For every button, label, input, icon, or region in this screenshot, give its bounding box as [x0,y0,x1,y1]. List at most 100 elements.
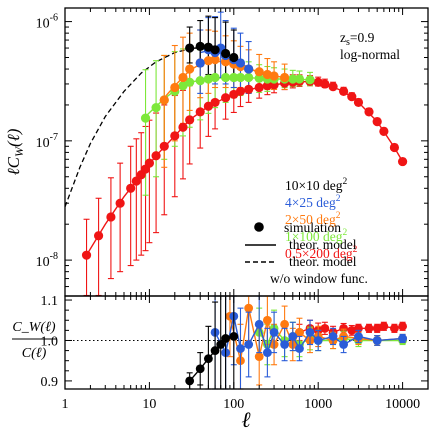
ratio-point [244,303,254,313]
ratio-point [305,327,315,337]
legend-entry-sup: 2 [353,245,358,255]
legend-entry-name: 2×50 deg [285,212,336,227]
top-axes: 10-810-710-6 [36,13,428,297]
x-tick-label: 100 [223,397,244,412]
bottom-panel-frame [64,295,429,390]
ratio-point [398,321,407,331]
legend-window-note: w/o window func. [270,271,368,286]
data-point [235,86,246,96]
ratio-numerator: C_W(ℓ) [12,320,55,335]
data-point [185,64,195,74]
data-point [210,72,220,83]
data-point [254,82,264,93]
data-point [195,41,205,51]
y-tick-mantissa: 10 [36,136,50,151]
data-point [339,86,349,96]
data-point [229,52,239,63]
ratio-point [280,340,290,349]
data-point [397,156,408,167]
annotation-z: z [340,30,346,45]
x-tick-label: 1 [62,397,69,412]
x-axis-label: ℓ [241,407,251,432]
data-point [178,72,188,83]
top-data-layer [64,11,408,297]
data-point [389,142,400,153]
style-legend: simulation theor. model theor. model w/o wi… [245,220,368,286]
ratio-point [398,334,407,343]
data-point [126,183,136,193]
data-point [221,57,231,67]
x-tick-label: 10000 [385,397,420,412]
ratio-point [195,364,205,374]
ratio-point [210,346,220,355]
top-y-axis-label: ℓCW(ℓ) [4,128,26,175]
ratio-point [372,336,382,345]
legend-entry-0: 10×10 deg2 [285,177,347,193]
x-axis: 1 10 100 1000 10000 [62,8,429,412]
ratio-denominator: C(ℓ) [22,346,47,361]
model-solid-curve-4 [85,80,404,256]
data-point [140,113,151,123]
data-point [221,72,231,83]
ratio-point [328,332,338,341]
ratio-tick-label: 1.1 [41,294,59,309]
ratio-tick-label: 1.0 [41,334,59,349]
data-point [170,82,180,93]
top-series-markers-0 [185,41,239,63]
legend-entry-sup: 2 [336,194,341,204]
top-panel: 10-810-710-6 [36,7,429,297]
data-point [328,82,338,92]
legend-entry-sup: 2 [342,228,347,238]
legend-dashed-label: theor. model [289,254,357,269]
data-point [305,75,315,85]
x-tick-label: 1000 [304,397,332,412]
data-point [269,71,279,81]
data-point [235,72,246,83]
data-point [320,79,330,89]
data-point [244,84,254,95]
data-point [353,97,364,108]
legend-entry-name: 1×100 deg [285,229,343,244]
data-point [195,107,205,117]
ylabel-sub: W [12,146,26,157]
ratio-point [364,323,374,333]
data-point [229,72,239,83]
annotation-block: zs=0.9 log-normal [340,30,400,62]
legend-entry-name: 10×10 deg [285,178,343,193]
legend-dot-marker [254,222,264,232]
ratio-point [269,327,279,337]
annotation-distribution: log-normal [340,47,400,62]
data-point [195,58,205,68]
data-point [178,122,188,132]
data-point [210,45,220,55]
svg-text:zs=0.9: zs=0.9 [340,30,375,48]
y-tick-mantissa: 10 [36,17,50,32]
annotation-value: =0.9 [350,30,375,45]
data-point [364,107,374,117]
data-point [93,231,104,241]
legend-entry-3: 1×100 deg2 [285,228,347,244]
data-point [244,72,254,83]
data-point [185,77,195,87]
data-point [294,74,305,84]
bottom-axes: 0.9 1.0 1.1 [41,294,428,390]
top-series-3 [142,48,314,196]
data-point [131,176,141,186]
legend-entry-sup: 2 [336,211,341,221]
data-point [254,67,264,77]
ratio-point [339,340,349,349]
ratio-point [295,327,304,337]
bottom-y-axis-label: C_W(ℓ) C(ℓ) [12,320,57,361]
top-series-markers-3 [140,72,315,123]
ratio-point [236,344,245,353]
ratio-point [262,315,272,325]
ratio-point [262,348,272,358]
data-point [254,73,264,83]
legend-entry-name: 0.5×200 deg [285,246,353,261]
ratio-point [254,352,264,362]
ratio-point [254,319,264,329]
annotation-sub: s [346,37,350,48]
data-point [115,198,125,208]
ratio-point [288,332,298,341]
